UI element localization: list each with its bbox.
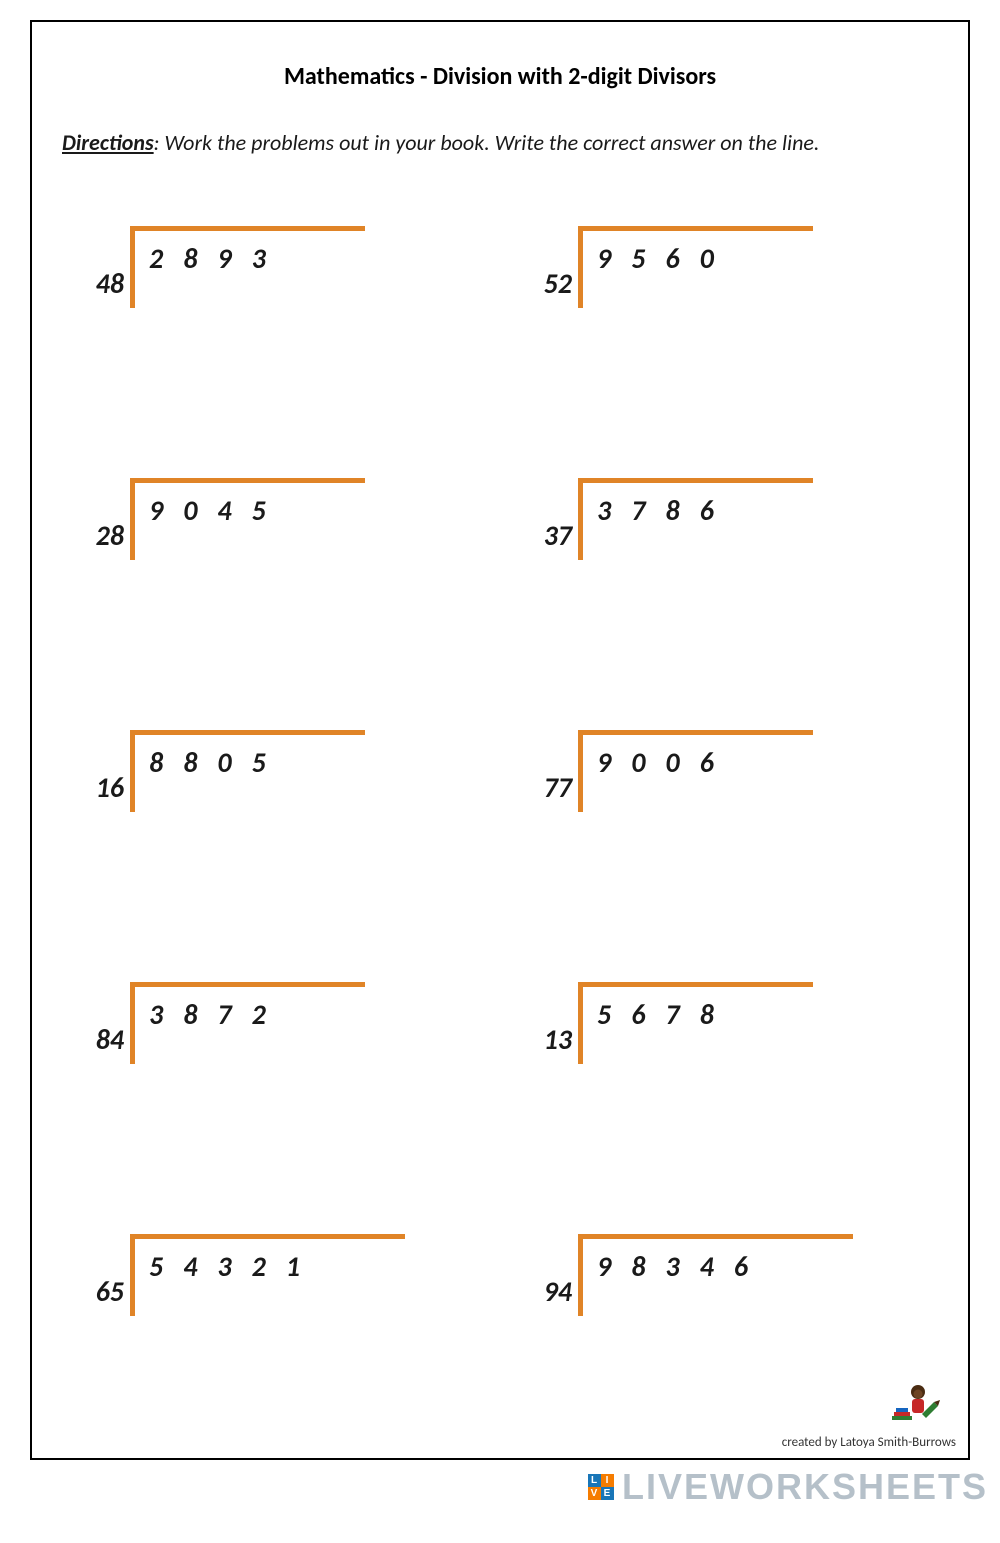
- dividend: 9560: [583, 231, 748, 276]
- division-problem: 135678: [530, 982, 918, 1064]
- division-bracket: 3786: [578, 478, 813, 560]
- divisor: 84: [82, 982, 130, 1057]
- dividend: 98346: [583, 1239, 782, 1284]
- division-problem: 779006: [530, 730, 918, 812]
- directions-text: : Work the problems out in your book. Wr…: [154, 129, 820, 156]
- division-problem: 168805: [82, 730, 470, 812]
- division-problem: 373786: [530, 478, 918, 560]
- watermark-text: LIVEWORKSHEETS: [622, 1466, 988, 1508]
- worksheet-page: Mathematics - Division with 2-digit Divi…: [30, 20, 970, 1460]
- divisor: 28: [82, 478, 130, 553]
- division-bracket: 9045: [130, 478, 365, 560]
- division-bracket: 54321: [130, 1234, 405, 1316]
- directions: Directions: Work the problems out in you…: [62, 129, 938, 156]
- dividend: 5678: [583, 987, 748, 1032]
- dividend: 2893: [135, 231, 300, 276]
- division-problem: 289045: [82, 478, 470, 560]
- dividend: 3786: [583, 483, 748, 528]
- page-title: Mathematics - Division with 2-digit Divi…: [62, 62, 938, 91]
- credit-line: created by Latoya Smith-Burrows: [782, 1435, 956, 1450]
- division-bracket: 9006: [578, 730, 813, 812]
- division-problem: 529560: [530, 226, 918, 308]
- divisor: 13: [530, 982, 578, 1057]
- division-bracket: 9560: [578, 226, 813, 308]
- division-bracket: 5678: [578, 982, 813, 1064]
- dividend: 8805: [135, 735, 300, 780]
- division-problem: 6554321: [82, 1234, 470, 1316]
- division-problem: 843872: [82, 982, 470, 1064]
- dividend: 9006: [583, 735, 748, 780]
- dividend: 3872: [135, 987, 300, 1032]
- division-problem: 482893: [82, 226, 470, 308]
- dividend: 54321: [135, 1239, 334, 1284]
- divisor: 48: [82, 226, 130, 301]
- division-bracket: 98346: [578, 1234, 853, 1316]
- divisor: 65: [82, 1234, 130, 1309]
- divisor: 94: [530, 1234, 578, 1309]
- dividend: 9045: [135, 483, 300, 528]
- watermark: LIVE LIVEWORKSHEETS: [0, 1460, 1000, 1522]
- divisor: 37: [530, 478, 578, 553]
- divisor: 77: [530, 730, 578, 805]
- divisor: 16: [82, 730, 130, 805]
- teacher-clipart: [890, 1382, 940, 1428]
- division-bracket: 8805: [130, 730, 365, 812]
- divisor: 52: [530, 226, 578, 301]
- directions-label: Directions: [62, 129, 154, 156]
- watermark-badge: LIVE: [588, 1474, 614, 1500]
- division-bracket: 3872: [130, 982, 365, 1064]
- division-bracket: 2893: [130, 226, 365, 308]
- division-problem: 9498346: [530, 1234, 918, 1316]
- problems-grid: 482893 529560 289045 373786 168805 779006 8438…: [62, 226, 938, 1316]
